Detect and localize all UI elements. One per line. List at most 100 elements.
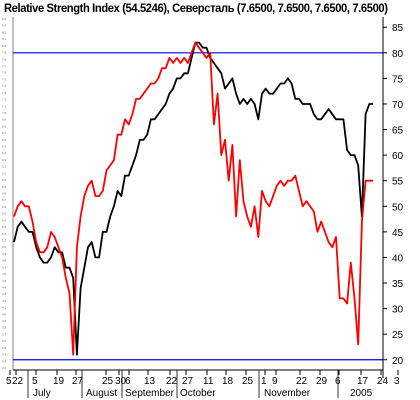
y-tick-label: 35 [392,279,404,290]
price-scale-label: 6.9 [2,118,7,122]
y-tick-label: 75 [392,74,404,85]
price-scale-label: 6.8 [2,124,7,128]
x-tick-label: 22 [296,376,308,387]
x-month-label: 2005 [350,388,373,399]
x-tick-label: 22 [166,376,178,387]
y-tick-label: 45 [392,228,404,239]
price-scale-label: 6.3 [2,158,7,162]
x-month-label: September [125,388,175,399]
y-tick-label: 55 [392,177,404,188]
x-tick-label: 13 [144,376,156,387]
price-scale-label: 8.3 [2,24,7,28]
price-scale-label: 7.0 [2,111,7,115]
x-tick-label: 11 [203,376,214,387]
y-tick-label: 25 [392,330,404,341]
x-tick-label: 17 [357,376,369,387]
x-tick-label: 25 [242,376,254,387]
price-scale: 3.2 3.3 3.4 3.5 3.6 3.7 3.8 3.9 4.0 4.1 4.2 4.3 4.4 4… [2,17,7,370]
x-month-label: July [33,388,51,399]
price-scale-label: 8.0 [2,44,7,48]
price-scale-label: 7.8 [2,57,7,61]
reference-lines [13,52,383,361]
price-scale-label: 6.5 [2,145,7,149]
price-scale-label: 5.7 [2,198,7,202]
price-scale-label: 6.7 [2,131,7,135]
y-tick-label: 50 [392,202,404,213]
y-tick-label: 80 [392,49,404,60]
price-scale-label: 7.7 [2,64,7,68]
price-scale-label: 3.7 [2,332,7,336]
x-tick-label: 27 [182,376,194,387]
price-scale-label: 8.2 [2,30,7,34]
price-scale-label: 4.2 [2,299,7,303]
y-tick-label: 85 [392,23,404,34]
x-tick-label: 25 [102,376,114,387]
price-scale-label: 5.1 [2,238,7,242]
price-scale-label: 7.2 [2,98,7,102]
x-tick-label: 24 [377,376,389,387]
price-scale-label: 7.3 [2,91,7,95]
price-scale-label: 5.5 [2,212,7,216]
y-tick-label: 60 [392,151,404,162]
price-scale-label: 6.4 [2,151,7,155]
price-scale-label: 7.1 [2,104,7,108]
price-scale-label: 5.6 [2,205,7,209]
price-scale-label: 5.8 [2,192,7,196]
price-scale-label: 5.2 [2,232,7,236]
x-tick-label: 6 [125,376,131,387]
price-scale-label: 7.4 [2,84,7,88]
x-tick-label: 19 [53,376,65,387]
x-tick-label: 5 [6,376,12,387]
price-scale-label: 3.9 [2,319,7,323]
price-scale-label: 6.0 [2,178,7,182]
price-scale-label: 4.7 [2,265,7,269]
x-tick-label: 1 [261,376,267,387]
price-scale-label: 4.3 [2,292,7,296]
price-scale-label: 7.9 [2,51,7,55]
y-tick-label: 65 [392,126,404,137]
x-axis: 5225192725306132227111825192229617243Jul… [6,370,400,399]
price-scale-label: 4.6 [2,272,7,276]
price-scale-label: 3.4 [2,353,7,357]
price-scale-label: 8.1 [2,37,7,41]
price-scale-label: 3.5 [2,346,7,350]
series-line-0 [13,41,373,356]
x-tick-label: 9 [272,376,278,387]
y-tick-label: 70 [392,100,404,111]
x-month-label: October [180,388,216,399]
price-scale-label: 4.4 [2,285,7,289]
x-tick-label: 30 [115,376,127,387]
price-scale-label: 7.5 [2,77,7,81]
price-scale-label: 4.0 [2,312,7,316]
price-scale-label: 3.8 [2,326,7,330]
x-month-label: November [264,388,311,399]
y-tick-label: 40 [392,253,404,264]
price-scale-label: 5.4 [2,218,7,222]
x-tick-label: 27 [72,376,84,387]
x-tick-label: 3 [394,376,400,387]
price-scale-label: 8.4 [2,17,7,21]
price-scale-label: 5.9 [2,185,7,189]
y-tick-label: 30 [392,305,404,316]
chart-title: Relative Strength Index (54.5246), Север… [4,1,388,15]
price-scale-label: 4.9 [2,252,7,256]
price-scale-label: 6.2 [2,165,7,169]
price-scale-label: 5.3 [2,225,7,229]
plot-frame [12,17,384,378]
price-scale-label: 6.1 [2,171,7,175]
y-axis: 20 25 30 35 40 45 50 55 60 65 70 75 80 85 [383,23,404,367]
price-scale-label: 4.8 [2,259,7,263]
price-scale-label: 6.6 [2,138,7,142]
price-scale-label: 7.6 [2,71,7,75]
x-tick-label: 5 [32,376,38,387]
price-scale-label: 3.2 [2,366,7,370]
y-tick-label: 20 [392,356,404,367]
price-scale-label: 4.1 [2,306,7,310]
price-scale-label: 4.5 [2,279,7,283]
x-tick-label: 18 [222,376,234,387]
series-line-1 [13,41,373,356]
price-scale-label: 3.3 [2,359,7,363]
series-lines [13,41,373,356]
